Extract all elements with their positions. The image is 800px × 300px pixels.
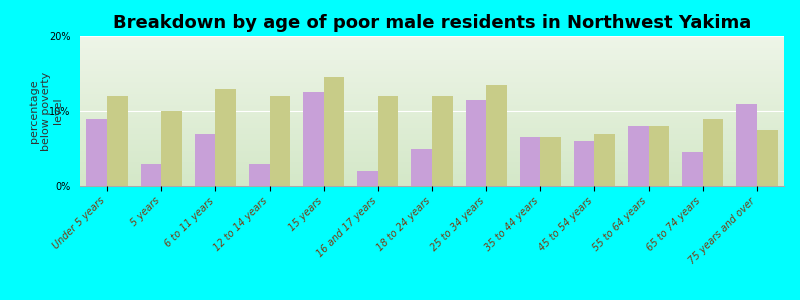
Y-axis label: percentage
below poverty
level: percentage below poverty level <box>30 71 62 151</box>
Bar <box>411 148 432 186</box>
Bar <box>141 164 162 186</box>
Bar <box>195 134 215 186</box>
Bar <box>594 134 615 186</box>
Bar <box>378 96 398 186</box>
Bar <box>757 130 778 186</box>
Bar <box>358 171 378 186</box>
Bar <box>628 126 649 186</box>
Bar <box>649 126 669 186</box>
Bar <box>249 164 270 186</box>
Bar <box>107 96 128 186</box>
Bar <box>432 96 453 186</box>
Bar <box>324 77 344 186</box>
Bar <box>520 137 540 186</box>
Bar <box>682 152 702 186</box>
Bar <box>303 92 324 186</box>
Bar <box>162 111 182 186</box>
Bar <box>736 103 757 186</box>
Bar <box>215 88 236 186</box>
Bar <box>574 141 594 186</box>
Bar <box>86 118 107 186</box>
Bar <box>270 96 290 186</box>
Title: Breakdown by age of poor male residents in Northwest Yakima: Breakdown by age of poor male residents … <box>113 14 751 32</box>
Bar <box>702 118 723 186</box>
Bar <box>540 137 561 186</box>
Bar <box>486 85 506 186</box>
Bar <box>466 100 486 186</box>
